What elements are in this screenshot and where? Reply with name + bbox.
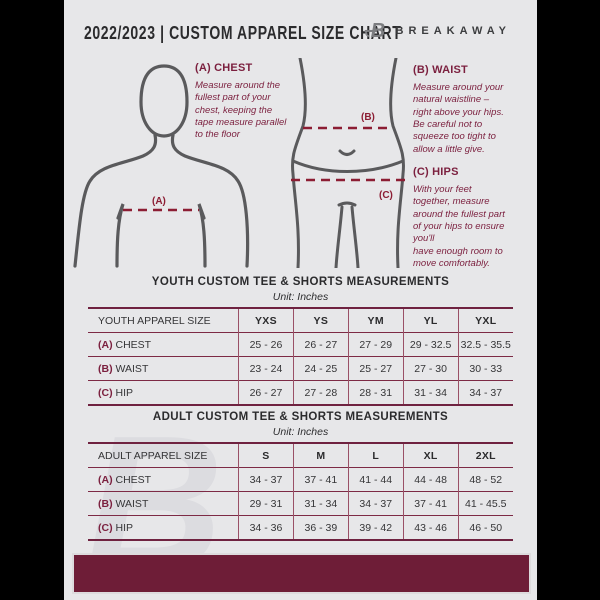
measurement-value-cell: 29 - 31 [238, 491, 294, 516]
measurement-prefix: (A) [98, 473, 113, 486]
page-title: 2022/2023 | CUSTOM APPAREL SIZE CHART [84, 22, 402, 43]
measurement-value-cell: 48 - 52 [457, 467, 513, 492]
measurement-value-cell: 25 - 26 [238, 332, 294, 357]
adult-size-table: ADULT APPAREL SIZE S M L XL 2XL (A) CHEST 34 - … [88, 442, 513, 541]
table-row: (A) CHEST 25 - 26 26 - 27 27 - 29 29 - 32.5 3… [88, 332, 513, 357]
measurement-value-cell: 37 - 41 [292, 467, 349, 492]
chest-instruction-label: (A) CHEST [195, 62, 253, 74]
measurement-value-cell: 37 - 41 [402, 491, 459, 516]
table-row: (B) WAIST 29 - 31 31 - 34 34 - 37 37 - 41 41 … [88, 491, 513, 516]
measurement-value-cell: 43 - 46 [402, 515, 459, 540]
measurement-value-cell: 34 - 37 [238, 467, 294, 492]
hips-line-tag: (C) [379, 190, 393, 201]
chart-document: 2022/2023 | CUSTOM APPAREL SIZE CHART B … [64, 0, 537, 600]
table-header-row: ADULT APPAREL SIZE S M L XL 2XL [88, 443, 513, 468]
brand-logo: B BREAKAWAY [363, 18, 512, 44]
size-header-cell: S [238, 443, 294, 468]
youth-unit-label: Unit: Inches [272, 291, 329, 303]
measurement-value-cell: 36 - 39 [292, 515, 349, 540]
waist-line-tag: (B) [361, 112, 375, 123]
size-column-title: YOUTH APPAREL SIZE [98, 314, 211, 327]
measurement-value-cell: 23 - 24 [238, 356, 294, 381]
measurement-value-cell: 34 - 37 [347, 491, 404, 516]
measurement-value-cell: 27 - 28 [292, 380, 349, 405]
size-header-cell: YL [402, 308, 459, 333]
measurement-label-cell: (B) WAIST [88, 356, 239, 381]
measurement-value-cell: 29 - 32.5 [402, 332, 459, 357]
measurement-value-cell: 27 - 29 [347, 332, 404, 357]
adult-section-title: ADULT CUSTOM TEE & SHORTS MEASUREMENTS [152, 411, 449, 423]
measurement-value-cell: 26 - 27 [292, 332, 349, 357]
measurement-value-cell: 32.5 - 35.5 [457, 332, 513, 357]
measurement-prefix: (B) [98, 497, 113, 510]
measurement-value-cell: 31 - 34 [402, 380, 459, 405]
measurement-label-cell: (A) CHEST [88, 332, 239, 357]
size-header-cell: YS [292, 308, 349, 333]
measurement-prefix: (C) [98, 386, 113, 399]
measurement-prefix: (C) [98, 521, 113, 534]
table-row: (A) CHEST 34 - 37 37 - 41 41 - 44 44 - 48 48 … [88, 467, 513, 492]
size-header-cell: XL [402, 443, 459, 468]
adult-unit-label: Unit: Inches [272, 426, 329, 438]
measurement-value-cell: 28 - 31 [347, 380, 404, 405]
measurement-prefix: (A) [98, 338, 113, 351]
measurement-value-cell: 41 - 45.5 [457, 491, 513, 516]
measurement-value-cell: 27 - 30 [402, 356, 459, 381]
hips-instruction-label: (C) HIPS [413, 166, 459, 178]
measurement-value-cell: 41 - 44 [347, 467, 404, 492]
measurement-value-cell: 30 - 33 [457, 356, 513, 381]
table-row: (B) WAIST 23 - 24 24 - 25 25 - 27 27 - 30 30 … [88, 356, 513, 381]
measurement-value-cell: 34 - 37 [457, 380, 513, 405]
measurement-label-cell: (A) CHEST [88, 467, 239, 492]
measurement-value-cell: 26 - 27 [238, 380, 294, 405]
youth-section-title: YOUTH CUSTOM TEE & SHORTS MEASUREMENTS [151, 276, 450, 288]
size-header-cell: YXS [238, 308, 294, 333]
measurement-value-cell: 34 - 36 [238, 515, 294, 540]
lower-body-figure: (B) (C) [291, 58, 407, 268]
chest-line-tag: (A) [152, 196, 166, 207]
waist-instruction: (B) WAIST Measure around your natural wa… [413, 64, 527, 156]
brand-name: BREAKAWAY [395, 25, 511, 37]
waist-instruction-label: (B) WAIST [413, 64, 468, 76]
size-column-title: ADULT APPAREL SIZE [98, 449, 208, 462]
measurement-value-cell: 46 - 50 [457, 515, 513, 540]
table-header-row: YOUTH APPAREL SIZE YXS YS YM YL YXL [88, 308, 513, 333]
breakaway-b-icon: B [364, 20, 385, 42]
table-row: (C) HIP 34 - 36 36 - 39 39 - 42 43 - 46 46 - … [88, 515, 513, 540]
svg-text:B: B [370, 20, 384, 42]
table-row: (C) HIP 26 - 27 27 - 28 28 - 31 31 - 34 34 - … [88, 380, 513, 405]
measurement-prefix: (B) [98, 362, 113, 375]
footer-bar [72, 553, 531, 594]
size-header-cell: L [347, 443, 404, 468]
youth-size-table: YOUTH APPAREL SIZE YXS YS YM YL YXL (A) CHEST 2… [88, 307, 513, 406]
measurement-label-cell: (C) HIP [88, 515, 239, 540]
size-header-cell: YM [347, 308, 404, 333]
measurement-value-cell: 39 - 42 [347, 515, 404, 540]
waist-instruction-text: Measure around your natural waistline – … [413, 82, 504, 155]
size-header-cell: 2XL [457, 443, 513, 468]
size-header-cell: YXL [457, 308, 513, 333]
measurement-value-cell: 25 - 27 [347, 356, 404, 381]
size-header-cell: M [292, 443, 349, 468]
chest-instruction-text: Measure around the fullest part of your … [195, 80, 287, 141]
measurement-label-cell: (C) HIP [88, 380, 239, 405]
measurement-value-cell: 31 - 34 [292, 491, 349, 516]
hips-instruction-text: With your feet together, measure around … [413, 184, 505, 270]
measurement-value-cell: 24 - 25 [292, 356, 349, 381]
measurement-value-cell: 44 - 48 [402, 467, 459, 492]
chest-instruction: (A) CHEST Measure around the fullest par… [195, 62, 309, 142]
hips-instruction: (C) HIPS With your feet together, measur… [413, 166, 533, 270]
measurement-label-cell: (B) WAIST [88, 491, 239, 516]
torso-figure: (A) [73, 64, 250, 268]
